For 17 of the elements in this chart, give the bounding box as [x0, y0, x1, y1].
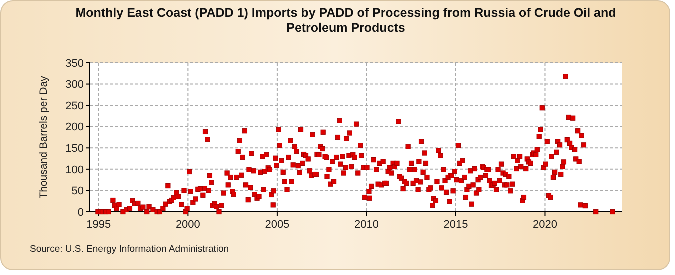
source-note: Source: U.S. Energy Information Administration: [30, 244, 230, 255]
y-tick-label: 100: [66, 164, 84, 176]
chart-title: Monthly East Coast (PADD 1) Imports by PADD of Processing from Russia of Crude Oil and Petroleum Products: [76, 6, 616, 35]
x-tick-label: 2005: [265, 219, 290, 231]
x-tick-label: 1995: [86, 219, 112, 231]
y-tick-label: 300: [66, 79, 84, 92]
y-tick-label: 250: [66, 100, 84, 112]
x-tick-label: 2000: [176, 219, 200, 231]
x-tick-label: 2015: [444, 219, 468, 231]
y-axis-title: Thousand Barrels per Day: [38, 75, 50, 199]
x-tick-label: 2020: [532, 219, 558, 231]
y-tick-label: 0: [78, 206, 84, 219]
y-tick-label: 50: [72, 186, 84, 198]
x-tick-label: 2010: [354, 219, 379, 231]
y-tick-label: 200: [66, 122, 84, 134]
y-tick-label: 150: [66, 142, 84, 155]
y-tick-label: 350: [66, 58, 84, 70]
